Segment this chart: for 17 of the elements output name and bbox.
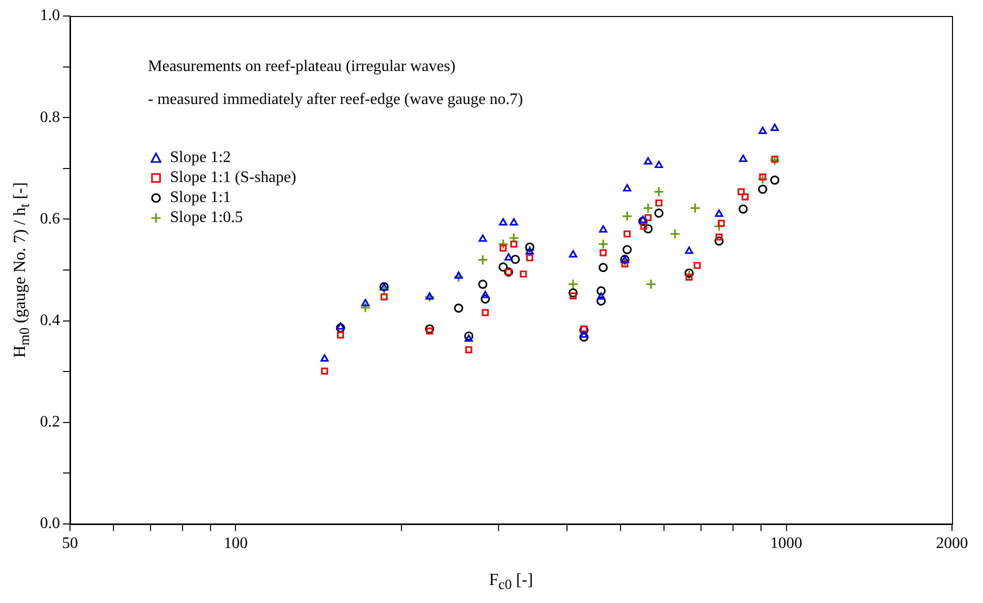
annotation: Measurements on reef-plateau (irregular waves) xyxy=(148,58,456,76)
legend-label: Slope 1:2 xyxy=(170,149,231,166)
annotation: - measured immediately after reef-edge (wave gauge no.7) xyxy=(148,91,523,109)
legend-label: Slope 1:1 xyxy=(170,189,231,206)
x-tick-label: 1000 xyxy=(770,534,802,552)
y-tick-label: 0.4 xyxy=(40,312,60,330)
y-tick-label: 0.8 xyxy=(40,108,60,126)
y-tick-label: 0.6 xyxy=(40,210,60,228)
x-tick-label: 2000 xyxy=(936,534,968,552)
legend-label: Slope 1:1 (S-shape) xyxy=(170,169,296,186)
y-tick-label: 0.2 xyxy=(40,414,60,431)
x-tick-label: 100 xyxy=(224,534,248,552)
x-tick-label: 50 xyxy=(62,534,78,552)
y-tick-label: 1.0 xyxy=(40,7,60,24)
legend-label: Slope 1:0.5 xyxy=(170,209,243,226)
y-tick-label: 0.0 xyxy=(40,515,60,532)
x-axis-title: F$_{c0}$ [-] xyxy=(488,570,534,594)
